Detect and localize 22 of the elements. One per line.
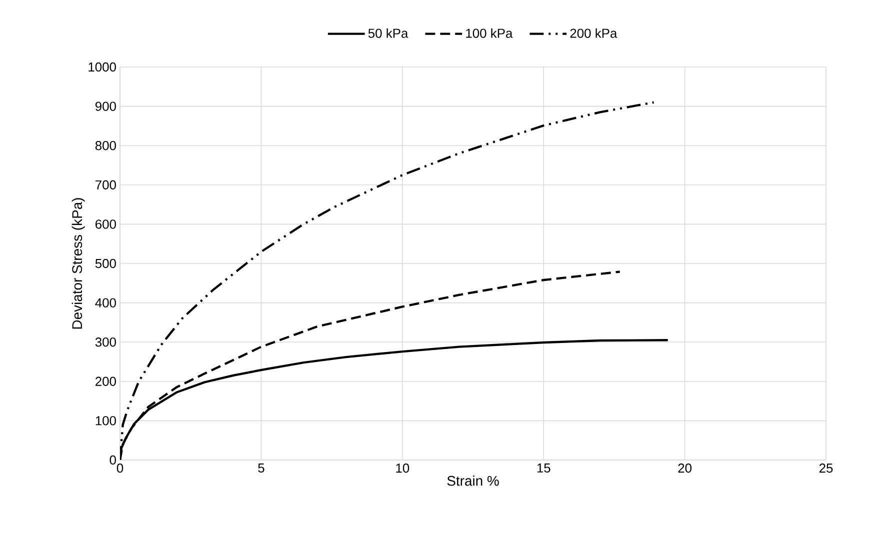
y-tick-label: 700: [96, 180, 116, 190]
x-axis-title: Strain %: [447, 476, 499, 486]
y-tick-label: 100: [96, 416, 116, 426]
y-tick-label: 800: [95, 141, 116, 150]
x-tick-label: 15: [537, 464, 550, 473]
y-tick-label: 400: [95, 298, 116, 308]
legend-label: 100 kPa: [466, 28, 513, 38]
legend-label: 200 kPa: [570, 28, 618, 38]
x-tick-label: 25: [819, 464, 833, 473]
x-tick-label: 10: [396, 464, 410, 473]
y-axis-title: Deviator Stress (kPa): [72, 198, 85, 329]
x-tick-label: 5: [258, 464, 264, 473]
y-tick-label: 1000: [88, 62, 116, 72]
y-tick-label: 300: [95, 338, 116, 347]
y-tick-label: 600: [96, 220, 116, 229]
y-tick-label: 500: [95, 258, 116, 268]
x-tick-label: 0: [116, 464, 124, 473]
y-tick-label: 200: [96, 376, 116, 386]
y-tick-label: 900: [95, 102, 116, 111]
y-tick-label: 0: [110, 455, 116, 465]
x-tick-label: 20: [678, 464, 692, 473]
legend-label: 50 kPa: [368, 28, 408, 38]
